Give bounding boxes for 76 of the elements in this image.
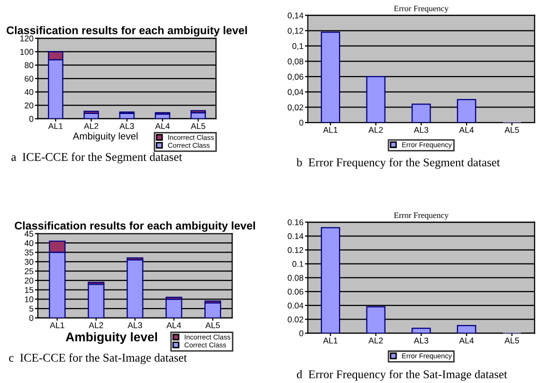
bar: [366, 76, 386, 123]
x-tick-label: AL3: [414, 126, 428, 133]
y-tick-label: 120: [20, 36, 34, 42]
bar: [412, 328, 431, 334]
y-tick-label: 0.08: [288, 274, 304, 281]
y-tick-label: 15: [25, 287, 34, 293]
bar: [456, 99, 476, 123]
bar: [366, 306, 386, 334]
x-tick-label: AL1: [323, 338, 338, 344]
y-tick-label: 0.1: [292, 260, 304, 267]
y-tick-label: 80: [24, 62, 34, 68]
bar: [88, 284, 104, 318]
x-tick-label: AL2: [368, 338, 383, 344]
x-tick-label: AL5: [205, 322, 220, 328]
y-tick-label: 0: [299, 330, 304, 336]
x-tick-label: AL4: [459, 127, 474, 133]
y-tick-label: 40: [24, 240, 34, 246]
y-tick-label: 5: [29, 306, 34, 312]
chart-title: Classification results for each ambiguity level: [6, 26, 247, 36]
y-tick-label: 0: [299, 120, 304, 126]
x-tick-label: AL4: [155, 123, 170, 129]
y-tick-label: 25: [24, 268, 34, 274]
y-tick-label: 0,08: [288, 58, 304, 66]
x-tick-label: AL1: [50, 322, 64, 328]
y-tick-label: 45: [24, 230, 34, 237]
text: d Error Frequency for the Sat-Image dataset: [296, 370, 508, 381]
bar: [126, 259, 144, 318]
y-tick-label: 0,12: [288, 28, 304, 35]
chart-title: Error Frequency: [394, 212, 449, 220]
x-tick-label: AL3: [128, 322, 142, 328]
y-tick-label: 0,14: [288, 12, 304, 20]
x-axis-title: Ambiguity level: [66, 332, 157, 344]
x-tick-label: AL1: [48, 123, 63, 129]
y-tick-label: 0,04: [288, 89, 304, 96]
bar: [166, 298, 182, 318]
y-tick-label: 20: [24, 278, 34, 284]
y-tick-label: 0.16: [288, 219, 304, 226]
y-tick-label: 0: [29, 315, 34, 321]
y-tick-label: 10: [25, 296, 34, 302]
x-tick-label: AL2: [368, 126, 383, 133]
x-tick-label: AL4: [166, 322, 182, 328]
x-tick-label: AL1: [323, 127, 338, 133]
y-tick-label: 0.12: [288, 247, 304, 254]
x-tick-label: AL3: [120, 123, 134, 130]
text: b Error Frequency for the Segment dataset: [296, 158, 500, 169]
x-tick-label: AL5: [504, 338, 519, 344]
y-tick-label: 40: [24, 89, 34, 96]
bar: [320, 227, 340, 334]
x-tick-label: AL3: [414, 338, 428, 344]
bar: [204, 302, 222, 318]
x-tick-label: AL2: [88, 322, 104, 328]
chart-title: Classification results for each ambiguity level: [14, 221, 255, 232]
y-tick-label: 0.04: [288, 302, 304, 309]
text: a ICE-CCE for the Segment dataset: [11, 152, 182, 164]
bar: [412, 104, 431, 123]
y-tick-label: 20: [24, 102, 34, 108]
x-axis-title: Ambiguity level: [72, 132, 138, 142]
y-tick-label: 0.02: [288, 316, 304, 322]
y-tick-label: 0.06: [288, 288, 304, 295]
y-tick-label: 0,1: [292, 43, 304, 50]
y-tick-label: 60: [24, 76, 34, 82]
bar: [456, 325, 476, 334]
x-tick-label: AL5: [190, 123, 206, 130]
y-tick-label: 35: [24, 250, 34, 256]
y-tick-label: 0.14: [288, 233, 304, 240]
x-tick-label: AL4: [459, 338, 474, 344]
y-tick-label: 0,06: [288, 74, 304, 81]
bar: [320, 32, 340, 123]
text: c ICE-CCE for the Sat-Image dataset: [9, 353, 187, 364]
y-tick-label: 0: [29, 116, 34, 122]
x-tick-label: AL5: [504, 127, 519, 133]
chart-title: Error Frequency: [394, 6, 449, 13]
y-tick-label: 30: [24, 258, 34, 265]
y-tick-label: 0,02: [288, 104, 304, 112]
y-tick-label: 100: [20, 48, 34, 55]
x-tick-label: AL2: [84, 123, 98, 129]
